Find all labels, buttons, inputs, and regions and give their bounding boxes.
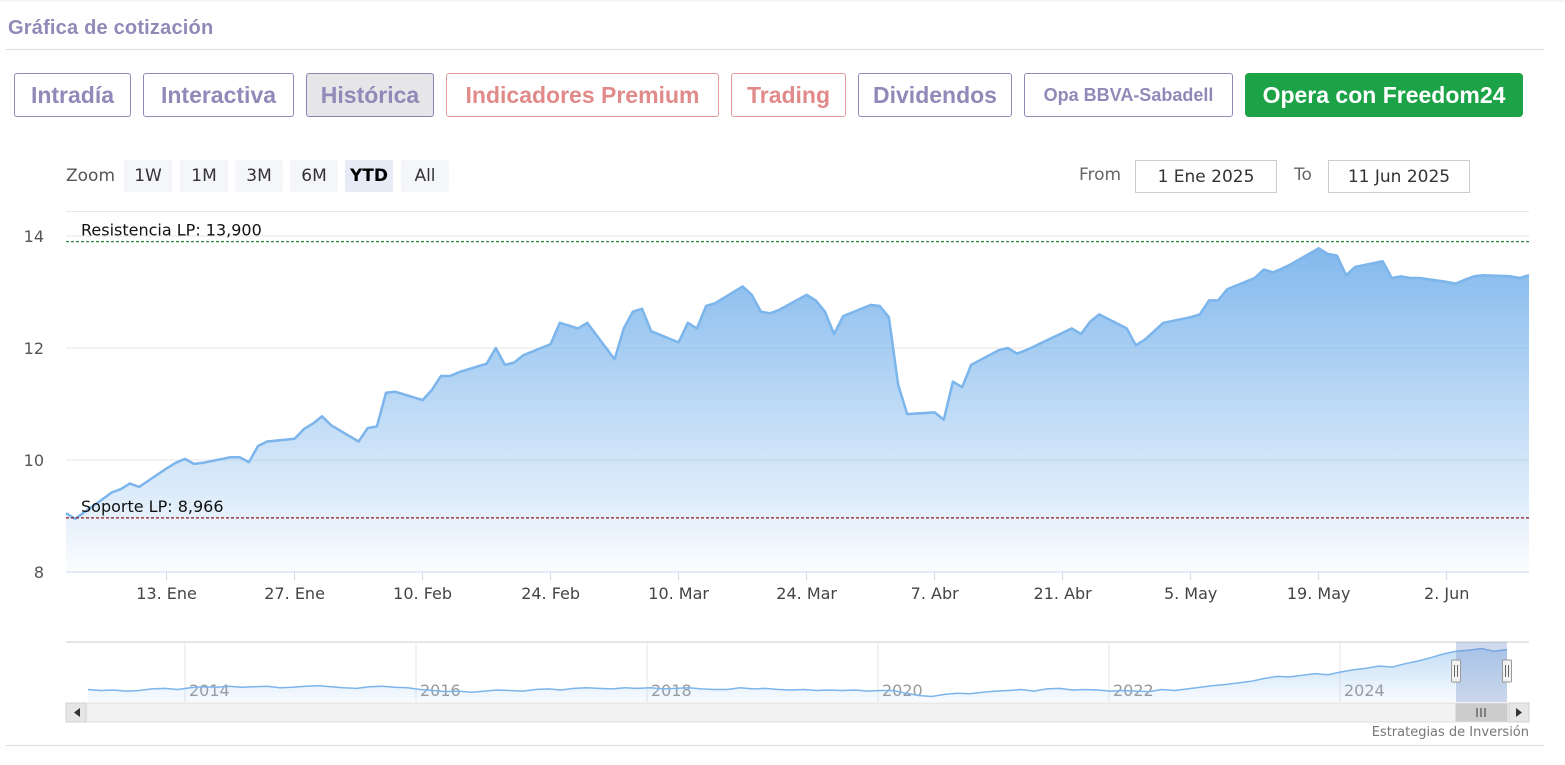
navigator-handle <box>1451 659 1461 683</box>
x-tick-label: 7. Abr <box>911 584 959 603</box>
navigator[interactable]: 201420162018202020222024 <box>65 641 1530 723</box>
price-line <box>65 247 1530 521</box>
navigator-line <box>87 647 1508 698</box>
y-tick-label: 8 <box>34 563 44 582</box>
zoom-button-6m[interactable]: 6M <box>290 160 338 192</box>
support-resistance-lines: Resistencia LP: 13,900 Soporte LP: 8,966 <box>66 221 1529 519</box>
navigator-area <box>88 648 1507 702</box>
navigator-handle <box>1502 659 1512 683</box>
zoom-button-ytd[interactable]: YTD <box>345 160 393 192</box>
axes: 8 10 12 14 13. Ene 27. Ene 10. Feb 24. Feb 10. M… <box>24 227 1529 603</box>
tab-indicadores-premium[interactable]: Indicadores Premium <box>446 73 719 117</box>
tab-interactiva[interactable]: Interactiva <box>143 73 294 117</box>
x-tick-label: 10. Feb <box>393 584 452 603</box>
from-label: From <box>1079 165 1122 185</box>
credits-text: Estrategias de Inversión <box>1371 725 1529 740</box>
x-tick-label: 24. Feb <box>521 584 580 603</box>
opera-freedom24-button[interactable]: Opera con Freedom24 <box>1245 73 1523 117</box>
x-tick-label: 13. Ene <box>136 584 197 603</box>
price-series <box>65 247 1530 573</box>
tab-trading[interactable]: Trading <box>731 73 846 117</box>
tab-opa-bbva-sabadell[interactable]: Opa BBVA-Sabadell <box>1024 73 1233 117</box>
x-tick-label: 27. Ene <box>264 584 325 603</box>
from-date-input[interactable]: 1 Ene 2025 <box>1135 160 1277 193</box>
zoom-button-1w[interactable]: 1W <box>124 160 172 192</box>
x-tick-label: 10. Mar <box>648 584 709 603</box>
range-selector-divider <box>66 211 1529 212</box>
tab-dividendos[interactable]: Dividendos <box>858 73 1012 117</box>
x-tick-label: 21. Abr <box>1034 584 1093 603</box>
navigator-selection <box>1456 642 1507 702</box>
resistance-label: Resistencia LP: 13,900 <box>81 221 262 240</box>
to-date-input[interactable]: 11 Jun 2025 <box>1328 160 1470 193</box>
scroll-right-arrow-icon <box>1516 708 1522 717</box>
x-tick-label: 2. Jun <box>1424 584 1469 603</box>
tab-intradia[interactable]: Intradía <box>14 73 131 117</box>
price-area <box>66 248 1529 573</box>
zoom-button-1m[interactable]: 1M <box>180 160 228 192</box>
x-tick-label: 19. May <box>1287 584 1351 603</box>
zoom-label: Zoom <box>66 166 116 186</box>
bottom-divider <box>6 745 1544 746</box>
y-tick-label: 10 <box>24 451 44 470</box>
chart-tabs: Intradía Interactiva Histórica Indicador… <box>0 0 1565 130</box>
x-tick-label: 5. May <box>1164 584 1217 603</box>
zoom-button-all[interactable]: All <box>401 160 449 192</box>
title-divider <box>6 49 1544 50</box>
y-tick-label: 14 <box>24 227 44 246</box>
to-label: To <box>1294 165 1312 185</box>
support-label: Soporte LP: 8,966 <box>81 497 224 516</box>
section-title: Gráfica de cotización <box>8 17 214 39</box>
top-shadow <box>0 0 1565 3</box>
tab-historica[interactable]: Histórica <box>306 73 434 117</box>
zoom-button-3m[interactable]: 3M <box>235 160 283 192</box>
scrollbar-track <box>65 702 1530 723</box>
x-tick-label: 24. Mar <box>776 584 837 603</box>
scroll-left-arrow-icon <box>74 708 80 717</box>
y-tick-label: 12 <box>24 339 44 358</box>
